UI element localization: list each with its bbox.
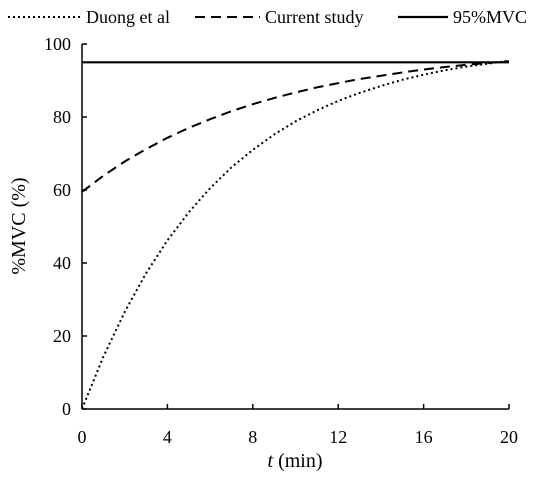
x-axis-title-unit: (min) <box>273 450 322 472</box>
y-tick-label: 100 <box>44 34 71 54</box>
legend-label-1: Duong et al <box>86 7 170 27</box>
x-axis-title: t (min) <box>268 450 323 472</box>
y-tick-label: 80 <box>53 107 71 127</box>
legend: Duong et al Current study 95%MVC <box>8 7 527 27</box>
series-line-1 <box>81 59 510 410</box>
y-tick-label: 40 <box>53 253 71 273</box>
x-tick-label: 20 <box>500 427 518 447</box>
legend-label-2: Current study <box>265 7 364 27</box>
y-tick-label: 20 <box>53 326 71 346</box>
y-tick-label: 60 <box>53 180 71 200</box>
x-tick-label: 8 <box>248 427 257 447</box>
series-line-2 <box>81 60 510 193</box>
x-tick-label: 16 <box>415 427 433 447</box>
y-tick-label: 0 <box>62 399 71 419</box>
legend-label-3: 95%MVC <box>453 7 527 27</box>
plot-lines <box>81 59 510 410</box>
ticks: 0 4 8 12 16 20 0 20 40 60 80 100 <box>44 34 518 447</box>
x-axis-title-var: t <box>268 450 274 472</box>
axes <box>81 44 509 410</box>
x-tick-label: 12 <box>329 427 347 447</box>
x-tick-label: 0 <box>78 427 87 447</box>
y-axis-title: %MVC (%) <box>8 177 30 274</box>
x-tick-label: 4 <box>163 427 172 447</box>
